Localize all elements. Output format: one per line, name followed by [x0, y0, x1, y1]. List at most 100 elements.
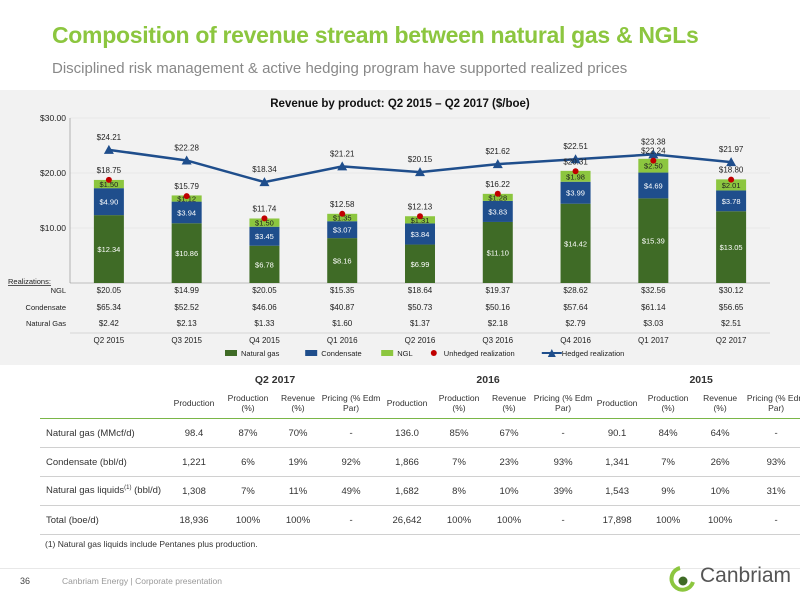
realization-value: $2.42: [99, 319, 120, 328]
bar-condensate: [482, 200, 513, 222]
y-tick-label: $20.00: [40, 168, 66, 178]
group-header: 2015: [689, 374, 713, 386]
realization-value: $2.51: [721, 319, 742, 328]
realization-value: $40.87: [330, 303, 355, 312]
table-cell: 136.0: [382, 418, 433, 448]
realization-value: $46.06: [252, 303, 277, 312]
footer-text: Canbriam Energy | Corporate presentation: [62, 576, 223, 586]
bar-ngl: [716, 179, 747, 191]
bar-condensate: [560, 181, 591, 204]
table-cell: 92%: [320, 447, 383, 477]
table-cell: 7%: [220, 476, 276, 506]
bar-value-label: $1.31: [411, 216, 430, 225]
table-cell: 67%: [486, 418, 533, 448]
realization-value: $1.33: [254, 319, 275, 328]
x-tick-label: Q2 2017: [716, 336, 747, 345]
realizations-heading: Realizations:: [8, 277, 51, 286]
bar-value-label: $3.84: [411, 230, 430, 239]
table-cell: -: [320, 505, 383, 535]
realization-value: $56.65: [719, 303, 744, 312]
x-tick-label: Q3 2015: [171, 336, 202, 345]
hedged-realization-marker: [415, 167, 425, 177]
unhedged-realization-dot: [650, 157, 657, 164]
bar-value-label: $1.50: [99, 180, 118, 189]
realization-value: $20.05: [252, 286, 277, 295]
realization-value: $57.64: [563, 303, 588, 312]
column-header: Revenue (%): [276, 388, 320, 419]
hedged-value-label: $23.38: [641, 137, 666, 146]
bar-natural-gas: [171, 223, 202, 283]
bar-ngl: [327, 213, 358, 222]
legend-swatch: [430, 350, 437, 356]
table-cell: 100%: [220, 505, 276, 535]
bar-natural-gas: [405, 244, 435, 283]
realization-value: $65.34: [97, 303, 122, 312]
hedged-realization-marker: [337, 161, 348, 171]
unhedged-realization-dot: [261, 215, 268, 222]
hedged-value-label: $20.15: [408, 155, 433, 164]
column-header: Production: [382, 388, 433, 419]
bar-value-label: $3.45: [255, 232, 274, 241]
bar-condensate: [405, 223, 435, 245]
table-cell: 10%: [486, 476, 533, 506]
bar-value-label: $3.07: [333, 226, 352, 235]
column-header: Production (%): [432, 388, 487, 419]
table-cell: 9%: [640, 476, 697, 506]
unhedged-value-label: $12.13: [408, 202, 433, 211]
bar-value-label: $13.05: [720, 243, 743, 252]
hedged-value-label: $22.51: [563, 142, 588, 151]
table-cell: 84%: [640, 418, 697, 448]
bar-natural-gas: [638, 198, 669, 283]
bar-value-label: $1.50: [255, 219, 274, 228]
table-row: Total (boe/d) 18,936 100% 100% -26,642 100% 10…: [40, 505, 800, 535]
canbriam-logo-icon: [669, 566, 695, 592]
legend-label: Unhedged realization: [444, 349, 515, 358]
table-cell: 90.1: [594, 418, 641, 448]
table-cell: 19%: [276, 447, 320, 477]
realization-value: $2.13: [177, 319, 198, 328]
unhedged-realization-dot: [728, 176, 735, 183]
table-cell: 93%: [532, 447, 595, 477]
bar-condensate: [249, 226, 280, 246]
group-header: 2016: [476, 374, 500, 386]
table-cell: 31%: [744, 476, 800, 506]
table-cell: 100%: [486, 505, 533, 535]
column-header: Pricing (% Edm Par): [320, 388, 383, 419]
legend-label: Natural gas: [241, 349, 280, 358]
footnote: (1) Natural gas liquids include Pentanes…: [45, 539, 258, 549]
legend-swatch: [305, 350, 318, 356]
hedged-realization-marker: [570, 154, 581, 164]
page-title: Composition of revenue stream between na…: [52, 22, 699, 48]
realization-value: $3.03: [643, 319, 664, 328]
table-cell: 1,221: [168, 447, 220, 477]
table-cell: 39%: [532, 476, 595, 506]
bar-value-label: $6.78: [255, 260, 274, 269]
table-cell: 10%: [696, 476, 745, 506]
bar-condensate: [638, 172, 669, 199]
hedged-realization-marker: [103, 144, 114, 154]
unhedged-realization-dot: [494, 190, 501, 197]
legend-label: NGL: [397, 349, 412, 358]
y-tick-label: $10.00: [40, 223, 66, 233]
realization-value: $1.37: [410, 319, 431, 328]
table-cell: 1,866: [382, 447, 433, 477]
table-cell: 1,682: [382, 476, 433, 506]
bar-value-label: $3.78: [722, 197, 741, 206]
bar-value-label: $10.86: [175, 249, 198, 258]
legend-swatch: [547, 349, 556, 357]
table-cell: 7%: [640, 447, 697, 477]
bar-natural-gas: [560, 203, 591, 283]
table-cell: 100%: [276, 505, 320, 535]
bar-value-label: $14.42: [564, 239, 587, 248]
table-cell: 70%: [276, 418, 320, 448]
bar-value-label: $3.83: [488, 207, 507, 216]
unhedged-value-label: $18.75: [97, 166, 122, 175]
bar-condensate: [716, 190, 747, 212]
bar-value-label: $2.01: [722, 181, 741, 190]
hedged-value-label: $22.28: [174, 143, 199, 152]
unhedged-realization-dot: [105, 176, 112, 183]
group-header: Q2 2017: [254, 374, 296, 386]
table-cell: 1,341: [594, 447, 641, 477]
footer-divider: [0, 568, 800, 569]
unhedged-value-label: $15.79: [174, 182, 199, 191]
